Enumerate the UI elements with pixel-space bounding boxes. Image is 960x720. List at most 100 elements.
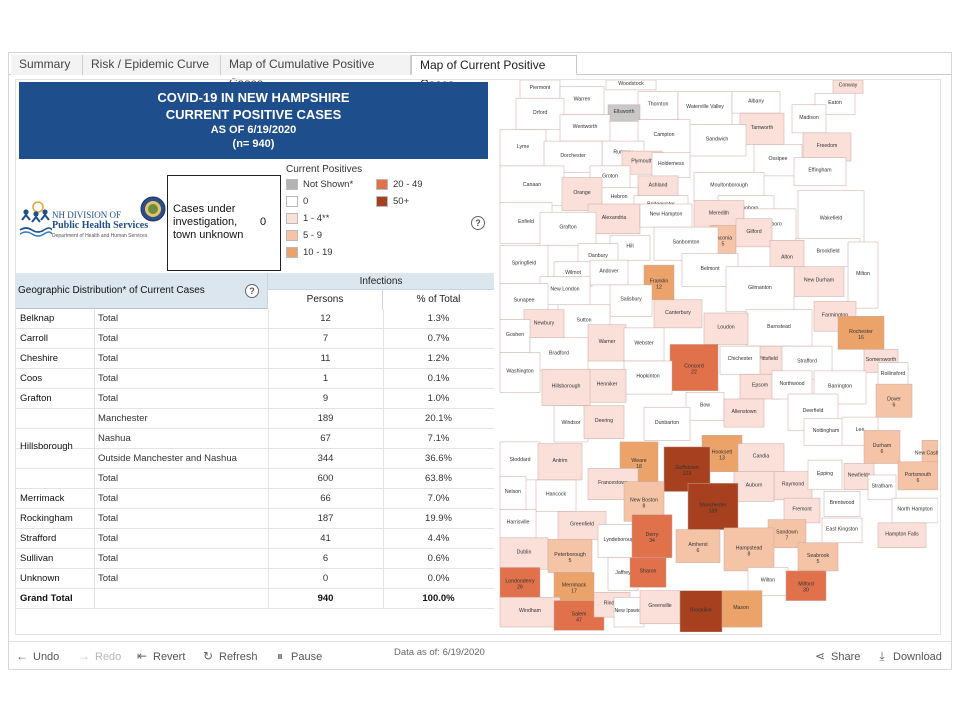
table-row[interactable]: Grafton Total 9 1.0%	[16, 389, 494, 409]
table-row[interactable]: Cheshire Total 11 1.2%	[16, 349, 494, 369]
town-region[interactable]	[499, 537, 549, 570]
town-region[interactable]	[837, 316, 885, 350]
town-region[interactable]	[539, 276, 591, 306]
table-row[interactable]: Grand Total 940 100.0%	[16, 589, 494, 609]
table-row[interactable]: Unknown Total 0 0.0%	[16, 569, 494, 589]
town-region[interactable]	[613, 597, 645, 628]
town-map-svg[interactable]: Woodstock Conway Piermont Warren Thornton Wat…	[498, 79, 941, 633]
town-region[interactable]	[793, 157, 847, 187]
tab-summary[interactable]: Summary	[11, 55, 83, 75]
town-region[interactable]	[685, 392, 725, 421]
town-region[interactable]	[802, 132, 852, 162]
town-region[interactable]	[499, 441, 541, 481]
town-region[interactable]	[821, 517, 863, 544]
table-row[interactable]: Carroll Total 7 0.7%	[16, 329, 494, 349]
town-region[interactable]	[537, 443, 583, 481]
town-region[interactable]	[639, 590, 681, 625]
town-region[interactable]	[553, 405, 589, 443]
redo-button[interactable]: → Redo	[77, 649, 121, 665]
town-region[interactable]	[623, 360, 673, 395]
town-region[interactable]	[499, 319, 531, 353]
town-region[interactable]	[677, 91, 733, 125]
town-region[interactable]	[589, 259, 629, 286]
table-row[interactable]: Coos Total 1 0.1%	[16, 369, 494, 389]
town-region[interactable]	[651, 152, 691, 178]
legend-help-icon[interactable]: ?	[471, 216, 485, 230]
table-help-icon[interactable]: ?	[245, 284, 259, 298]
town-region[interactable]	[803, 418, 849, 446]
town-label: Jaffrey	[615, 570, 631, 576]
town-region[interactable]	[499, 567, 541, 598]
share-button[interactable]: ⋖ Share	[813, 649, 860, 665]
town-region[interactable]	[559, 114, 611, 142]
table-row[interactable]: Nashua 67 7.1%	[16, 429, 494, 449]
town-region[interactable]	[515, 97, 565, 130]
town-region[interactable]	[793, 266, 845, 297]
town-region[interactable]	[623, 327, 665, 362]
town-region[interactable]	[867, 474, 897, 501]
table-row[interactable]: Merrimack Total 66 7.0%	[16, 489, 494, 509]
town-region[interactable]	[607, 104, 641, 122]
town-region[interactable]	[637, 91, 679, 120]
town-region[interactable]	[631, 514, 673, 558]
nh-town-map[interactable]: Woodstock Conway Piermont Warren Thornton Wat…	[498, 79, 941, 633]
town-region[interactable]	[687, 124, 747, 157]
town-region[interactable]	[535, 479, 577, 512]
table-row[interactable]: Sullivan Total 6 0.6%	[16, 549, 494, 569]
town-region[interactable]	[863, 430, 901, 464]
town-region[interactable]	[733, 471, 775, 502]
town-region[interactable]	[687, 483, 739, 530]
town-region[interactable]	[499, 509, 537, 539]
town-region[interactable]	[587, 203, 641, 234]
town-region[interactable]	[823, 491, 861, 517]
revert-button[interactable]: ⇤ Revert	[135, 649, 185, 665]
town-region[interactable]	[745, 309, 813, 347]
table-row[interactable]: Manchester 189 20.1%	[16, 409, 494, 429]
town-region[interactable]	[539, 211, 597, 246]
town-region[interactable]	[783, 497, 821, 524]
town-region[interactable]	[669, 344, 719, 391]
tab-risk-epidemic-curve[interactable]: Risk / Epidemic Curve	[83, 55, 221, 75]
table-row[interactable]: Strafford Total 41 4.4%	[16, 529, 494, 549]
town-region[interactable]	[643, 406, 691, 441]
town-region[interactable]	[719, 345, 761, 375]
town-region[interactable]	[847, 241, 879, 309]
town-region[interactable]	[637, 119, 691, 154]
table-row[interactable]: Belknap Total 12 1.3%	[16, 309, 494, 329]
town-region[interactable]	[725, 266, 795, 312]
town-region[interactable]	[877, 522, 927, 548]
tab-map-cumulative[interactable]: Map of Cumulative Positive Cases	[221, 55, 411, 90]
town-region[interactable]	[499, 165, 565, 206]
download-button[interactable]: ⤓ Download	[875, 649, 942, 665]
town-region[interactable]	[723, 398, 765, 428]
town-region[interactable]	[875, 383, 913, 418]
pause-button[interactable]: ⏸ Pause	[273, 649, 322, 665]
town-region[interactable]	[737, 443, 785, 472]
town-region[interactable]	[609, 284, 653, 317]
town-region[interactable]	[523, 309, 565, 340]
town-region[interactable]	[719, 590, 763, 628]
tab-map-current[interactable]: Map of Current Positive Cases	[411, 55, 577, 91]
town-region[interactable]	[807, 459, 843, 491]
table-row[interactable]: Outside Manchester and Nashua 344 36.6%	[16, 449, 494, 469]
table-row[interactable]: Rockingham Total 187 19.9%	[16, 509, 494, 529]
town-region[interactable]	[897, 461, 939, 491]
refresh-button[interactable]: ↻ Refresh	[201, 649, 258, 665]
town-region[interactable]	[499, 476, 527, 510]
town-region[interactable]	[703, 312, 749, 345]
town-region[interactable]	[735, 218, 773, 248]
town-region[interactable]	[653, 299, 703, 329]
town-region[interactable]	[891, 497, 939, 524]
table-row[interactable]: Total 600 63.8%	[16, 469, 494, 489]
town-region[interactable]	[675, 529, 721, 563]
town-region[interactable]	[877, 362, 909, 388]
undo-button[interactable]: ← Undo	[15, 649, 59, 665]
town-region[interactable]	[587, 368, 627, 403]
town-region[interactable]	[739, 112, 785, 145]
town-region[interactable]	[583, 405, 625, 439]
town-region[interactable]	[605, 79, 657, 91]
town-region[interactable]	[785, 570, 827, 601]
town-region[interactable]	[499, 352, 541, 393]
town-region[interactable]	[547, 539, 593, 573]
town-region[interactable]	[629, 557, 667, 588]
